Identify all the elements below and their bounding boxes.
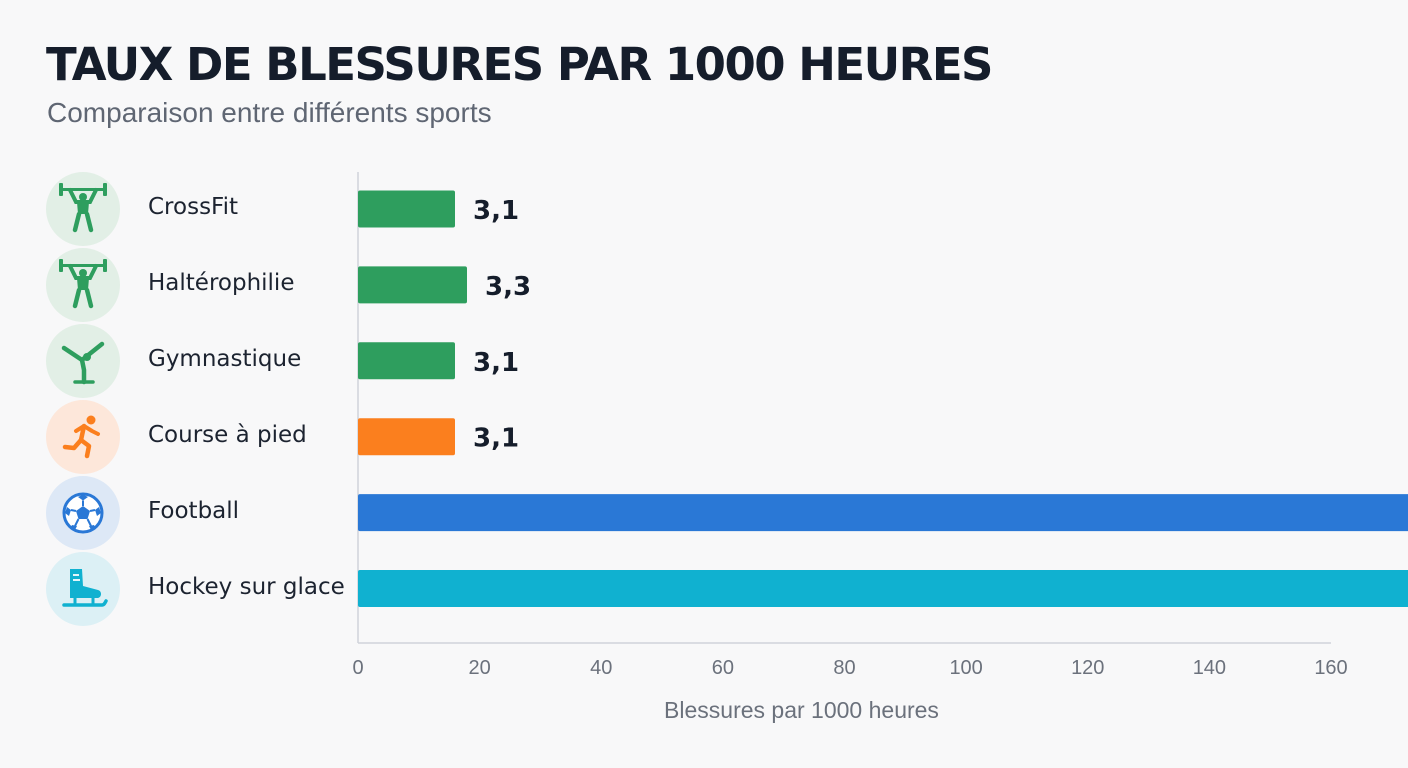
category-icon-badge (46, 323, 120, 398)
bar (358, 418, 455, 456)
bar-value-label: 3,1 (473, 196, 519, 226)
category-label: Gymnastique (148, 345, 302, 372)
bar (358, 190, 455, 228)
gymnast-icon (61, 341, 105, 385)
category-icon-badge (46, 247, 120, 322)
category-label: CrossFit (148, 194, 239, 220)
bar (358, 342, 455, 380)
weightlifter-icon (59, 258, 107, 309)
category-label: Football (148, 497, 240, 524)
category-label: Haltérophilie (148, 269, 295, 296)
category-label: Hockey sur glace (148, 573, 345, 600)
category-icon-badge (46, 475, 120, 550)
chart-title: TAUX DE BLESSURES PAR 1000 HEURES (46, 38, 993, 91)
x-tick-label: 140 (1193, 657, 1226, 679)
x-tick-label: 160 (1314, 657, 1347, 679)
category-icon-badge (46, 399, 120, 474)
x-tick-label: 40 (590, 657, 612, 679)
chart-subtitle: Comparaison entre différents sports (47, 97, 492, 128)
runner-icon (62, 415, 100, 458)
category-icon-badge (46, 172, 120, 246)
weightlifter-icon (59, 183, 107, 233)
x-tick-label: 100 (949, 657, 982, 679)
x-tick-label: 60 (712, 657, 734, 679)
x-tick-label: 20 (469, 657, 491, 679)
category-label: Course à pied (148, 421, 307, 448)
bar (358, 494, 1408, 532)
bar (358, 266, 467, 304)
x-tick-label: 0 (352, 657, 363, 679)
bar-value-label: 3,1 (473, 424, 519, 454)
bar-value-label: 3,3 (485, 272, 531, 302)
x-axis-title: Blessures par 1000 heures (664, 697, 939, 723)
category-icon-badge (46, 551, 120, 626)
x-tick-label: 120 (1071, 657, 1104, 679)
x-tick-label: 80 (833, 657, 855, 679)
bar (358, 570, 1408, 607)
bar-value-label: 3,1 (473, 348, 519, 378)
soccer-ball-icon (62, 492, 104, 534)
ice-skate-icon (62, 568, 108, 607)
